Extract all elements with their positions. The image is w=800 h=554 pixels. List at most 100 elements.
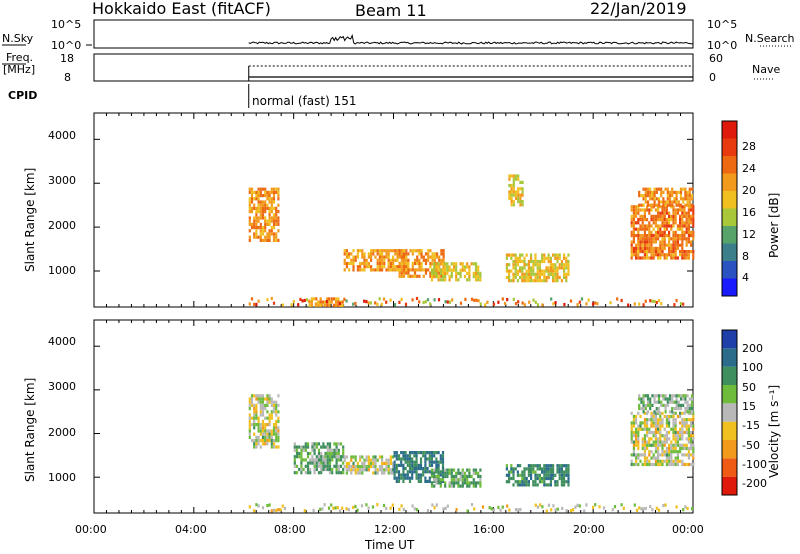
velocity-echo-cell — [433, 468, 436, 472]
velocity-echo-cell — [692, 437, 695, 441]
velocity-echo-cell — [347, 508, 350, 512]
power-echo-cell — [429, 261, 432, 266]
power-echo-cell — [643, 234, 646, 238]
power-echo-cell — [569, 299, 573, 303]
power-echo-cell — [630, 224, 633, 228]
power-echo-cell — [392, 258, 395, 262]
power-echo-cell — [679, 243, 682, 247]
velocity-echo-cell — [690, 424, 693, 428]
power-echo-cell — [670, 256, 673, 260]
power-echo-cell — [686, 203, 689, 207]
power-echo-cell — [250, 222, 254, 226]
velocity-echo-cell — [692, 411, 695, 415]
power-echo-cell — [250, 206, 254, 210]
velocity-echo-cell — [508, 470, 511, 474]
power-echo-cell — [543, 279, 546, 283]
velocity-echo-cell — [255, 394, 258, 398]
velocity-echo-cell — [342, 455, 345, 459]
power-echo-cell — [565, 263, 568, 267]
power-echo-cell — [672, 224, 675, 228]
power-echo-cell — [450, 275, 453, 279]
velocity-echo-cell — [441, 463, 445, 467]
velocity-echo-cell — [335, 464, 338, 468]
power-echo-cell — [400, 252, 403, 256]
power-echo-cell — [393, 303, 397, 307]
velocity-echo-cell — [272, 445, 276, 449]
power-echo-cell — [662, 197, 665, 201]
xtick-20: 20:00 — [573, 523, 605, 536]
velocity-echo-cell — [303, 509, 306, 513]
velocity-echo-cell — [479, 474, 482, 479]
power-echo-cell — [512, 297, 515, 301]
velocity-echo-cell — [415, 467, 418, 471]
power-echo-cell — [405, 261, 408, 266]
velocity-echo-cell — [408, 467, 412, 471]
velocity-echo-cell — [397, 479, 401, 483]
power-echo-cell — [685, 256, 688, 260]
velocity-echo-cell — [270, 429, 273, 433]
velocity-echo-cell — [676, 434, 679, 438]
power-echo-cell — [632, 211, 635, 215]
power-echo-cell — [552, 272, 555, 276]
power-echo-cell — [527, 269, 530, 273]
power-echo-cell — [272, 206, 276, 210]
velocity-echo-cell — [508, 480, 511, 484]
velocity-ytick-3000: 3000 — [48, 380, 76, 393]
velocity-echo-cell — [677, 400, 680, 404]
power-echo-cell — [381, 265, 384, 269]
power-echo-cell — [527, 279, 530, 283]
velocity-echo-cell — [306, 467, 310, 472]
power-echo-cell — [257, 219, 260, 223]
velocity-echo-cell — [350, 458, 353, 462]
velocity-echo-cell — [408, 463, 412, 467]
velocity-echo-cell — [666, 403, 669, 407]
power-echo-cell — [641, 214, 644, 218]
velocity-echo-cell — [643, 462, 646, 467]
velocity-echo-cell — [331, 458, 334, 462]
power-echo-cell — [433, 255, 436, 259]
power-echo-cell — [684, 197, 687, 201]
velocity-echo-cell — [348, 465, 351, 469]
velocity-echo-cell — [298, 445, 301, 449]
power-echo-cell — [275, 190, 278, 194]
velocity-echo-cell — [650, 430, 653, 435]
power-echo-cell — [277, 238, 280, 242]
velocity-echo-cell — [563, 483, 566, 487]
velocity-echo-cell — [255, 407, 258, 411]
power-echo-cell — [521, 180, 524, 184]
velocity-echo-cell — [657, 459, 660, 463]
power-echo-cell — [641, 218, 644, 222]
velocity-echo-cell — [560, 483, 563, 487]
velocity-echo-cell — [426, 467, 429, 471]
velocity-echo-cell — [437, 460, 440, 464]
power-echo-cell — [389, 265, 392, 269]
power-echo-cell — [363, 255, 366, 259]
power-echo-cell — [651, 203, 654, 207]
power-echo-cell — [643, 246, 646, 250]
velocity-echo-cell — [663, 453, 666, 457]
velocity-echo-cell — [650, 424, 653, 428]
power-echo-cell — [361, 261, 364, 266]
velocity-echo-cell — [411, 451, 414, 455]
velocity-echo-cell — [333, 448, 336, 452]
velocity-echo-cell — [534, 480, 537, 484]
velocity-echo-cell — [646, 459, 649, 463]
velocity-echo-cell — [437, 471, 440, 475]
power-echo-cell — [255, 226, 258, 230]
velocity-echo-cell — [457, 484, 460, 488]
power-echo-cell — [682, 187, 685, 191]
velocity-echo-cell — [649, 403, 652, 407]
velocity-echo-cell — [670, 446, 673, 451]
velocity-echo-cell — [665, 450, 668, 454]
power-echo-cell — [674, 208, 677, 212]
velocity-echo-cell — [643, 437, 646, 441]
power-echo-cell — [668, 253, 671, 257]
velocity-echo-cell — [295, 464, 299, 468]
power-echo-cell — [670, 246, 673, 250]
velocity-echo-cell — [692, 427, 695, 431]
velocity-echo-cell — [272, 508, 276, 512]
power-echo-cell — [275, 187, 278, 191]
power-echo-cell — [389, 258, 392, 262]
velocity-echo-cell — [633, 503, 636, 507]
velocity-echo-cell — [641, 462, 644, 467]
